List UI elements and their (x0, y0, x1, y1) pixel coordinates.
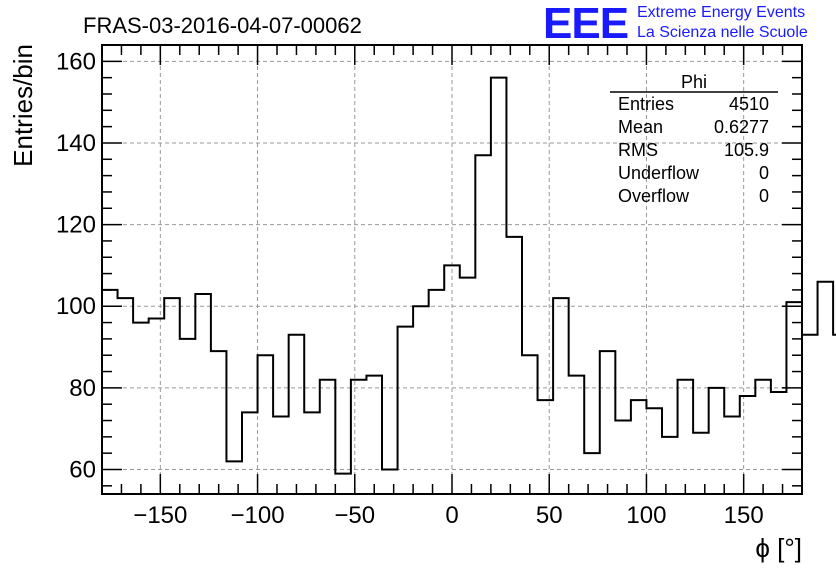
stats-box: Phi Entries 4510 Mean 0.6277 RMS 105.9 Underflo… (610, 72, 778, 206)
stats-row-label: Entries (618, 94, 674, 114)
y-tick-label: 60 (69, 457, 96, 484)
x-tick-label: −100 (231, 502, 285, 529)
brand-line-2: La Scienza nelle Scuole (637, 24, 808, 41)
x-tick-label: −150 (133, 502, 187, 529)
y-tick-label: 140 (56, 130, 96, 157)
x-tick-label: −50 (334, 502, 375, 529)
stats-row-value: 0.6277 (714, 117, 769, 137)
stats-title: Phi (681, 72, 707, 92)
y-tick-label: 160 (56, 48, 96, 75)
y-tick-label: 100 (56, 293, 96, 320)
x-tick-label: 0 (445, 502, 458, 529)
x-tick-label: 100 (626, 502, 666, 529)
y-axis-label: Entries/bin (8, 44, 38, 167)
axis-ticks (101, 44, 803, 494)
x-tick-label: 150 (724, 502, 764, 529)
stats-row-label: Underflow (618, 163, 700, 183)
grid-lines (102, 45, 802, 494)
stats-row-value: 0 (759, 163, 769, 183)
stats-row-value: 4510 (729, 94, 769, 114)
stats-row-value: 0 (759, 186, 769, 206)
tick-labels: −150 −100 −50 0 50 100 150 60 80 100 120 140 160 (56, 48, 764, 529)
x-axis-label: ϕ [°] (755, 533, 802, 563)
histogram-series (102, 76, 836, 475)
stats-row-label: Mean (618, 117, 663, 137)
stats-row-label: RMS (618, 140, 658, 160)
brand-logo: EEE (543, 0, 629, 48)
y-tick-label: 120 (56, 212, 96, 239)
brand-line-1: Extreme Energy Events (637, 4, 806, 21)
stats-row-value: 105.9 (724, 140, 769, 160)
stats-row-label: Overflow (618, 186, 690, 206)
x-tick-label: 50 (536, 502, 563, 529)
y-tick-label: 80 (69, 375, 96, 402)
chart-title: FRAS-03-2016-04-07-00062 (83, 13, 362, 38)
